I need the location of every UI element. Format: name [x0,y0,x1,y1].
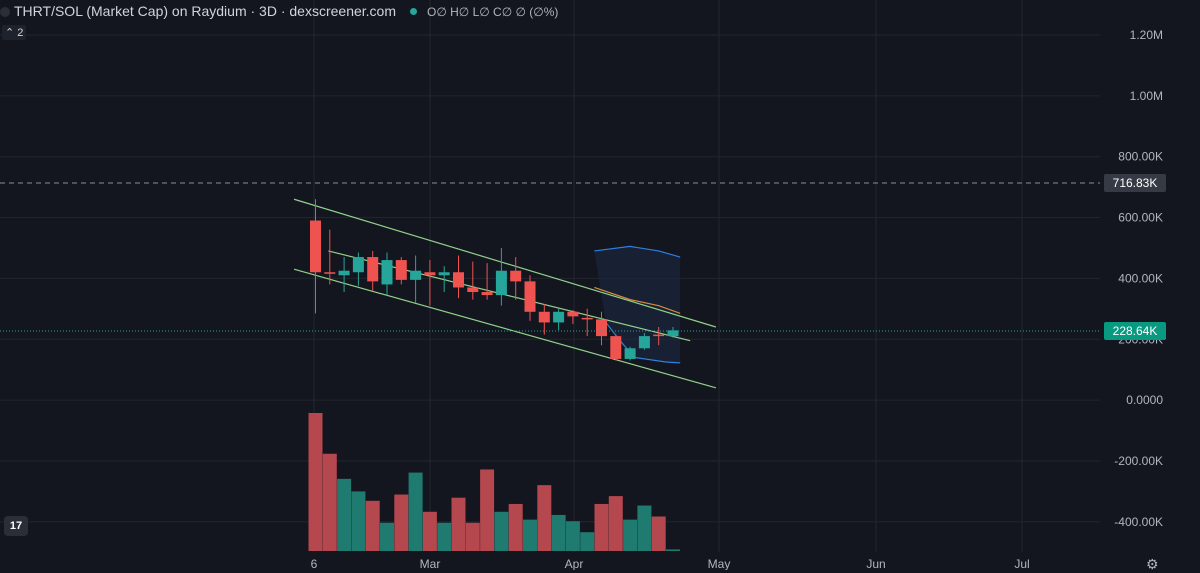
volume-bar [551,514,566,551]
candle-body [352,257,364,273]
candle-body [310,220,321,273]
volume-bar [666,549,680,551]
volume-bar [322,453,337,551]
x-tick-label: Mar [420,557,441,570]
volume-bar [537,485,552,551]
candle-body [481,292,493,296]
y-tick-label: 800.00K [1118,150,1163,164]
volume-bar [408,472,423,551]
chart-title: THRT/SOL (Market Cap) on Raydium · 3D · … [14,3,397,19]
current-price-badge [1104,322,1166,340]
candle-body [467,287,479,293]
x-tick-label: Apr [565,557,584,570]
volume-bar [308,413,323,551]
volume-bar [651,516,666,551]
price-axis[interactable]: 1.20M1.00M800.00K600.00K400.00K200.00K0.… [1114,28,1163,529]
candle-body [338,270,350,276]
time-axis[interactable]: 6 Mar Apr May Jun Jul [311,557,1030,570]
y-tick-label: 400.00K [1118,271,1163,285]
volume-bar [523,519,537,551]
band-fill [594,246,681,363]
y-tick-label: 1.00M [1130,89,1163,103]
candle-body [553,311,565,323]
y-tick-label: 0.0000 [1126,393,1163,407]
volume-bar [637,505,652,551]
candle-body [610,336,622,359]
grid-lines [0,0,1100,552]
channel_lower-line [293,268,717,389]
candle-body [538,311,550,323]
volume-bar [623,519,638,551]
candle-body [495,270,507,296]
volume-bar [380,522,394,551]
ohlc-legend: O∅ H∅ L∅ C∅ ∅ (∅%) [427,5,559,19]
current-price-label: 228.64K [1113,324,1158,338]
volume-bar [451,497,466,551]
indicator-band [594,246,681,363]
candle-body [324,272,336,274]
x-tick-label: 6 [311,557,318,570]
candle-body [667,330,679,337]
x-tick-label: Jun [866,557,885,570]
volume-bar [594,503,609,551]
candle-body [381,260,393,285]
tradingview-logo-icon[interactable]: 17 [4,516,28,536]
x-tick-label: Jul [1014,557,1029,570]
volume-bar [365,500,380,551]
volume-bar [494,511,509,551]
volume-bar [394,494,409,551]
candle-body [395,260,407,280]
candle-body [424,272,436,276]
candlesticks [310,199,679,361]
live-status-dot-icon [410,8,418,15]
candle-body [438,272,450,276]
y-tick-label: 600.00K [1118,211,1163,225]
candle-body [410,270,422,280]
volume-bar [422,511,437,551]
candle-body [624,348,636,359]
candle-body [510,270,522,282]
candle-body [581,317,593,320]
candle-body [453,272,464,288]
chart-header: THRT/SOL (Market Cap) on Raydium · 3D · … [0,3,558,19]
candle-body [638,336,650,349]
token-logo-icon [0,7,10,17]
volume-bar [437,522,452,551]
crosshair-price-label: 716.83K [1113,176,1158,190]
candle-body [524,281,536,312]
volume-bar [580,532,595,551]
price-labels: 228.64K 716.83K [0,174,1166,340]
candle-body [367,257,379,282]
y-tick-label: -400.00K [1114,515,1163,529]
volume-bar [565,521,580,551]
candle-body [596,319,607,337]
band_upper-line [594,245,681,258]
series-toggle-button[interactable]: ⌃ 2 [2,25,27,40]
channel_upper-line [293,198,717,328]
candle-body [567,311,579,317]
y-tick-label: 1.20M [1130,28,1163,42]
volume-bars [308,413,680,551]
x-tick-label: May [708,557,731,570]
volume-bar [508,503,523,551]
y-tick-label: -200.00K [1114,454,1163,468]
volume-bar [465,522,480,551]
trend-channel [293,198,717,389]
volume-bar [608,496,623,551]
volume-bar [351,491,366,551]
orange_line-line [594,286,681,314]
volume-bar [480,469,495,551]
gear-icon[interactable]: ⚙ [1146,556,1159,572]
volume-bar [337,478,352,551]
candle-body [653,334,665,337]
crosshair-badge [1104,174,1166,192]
